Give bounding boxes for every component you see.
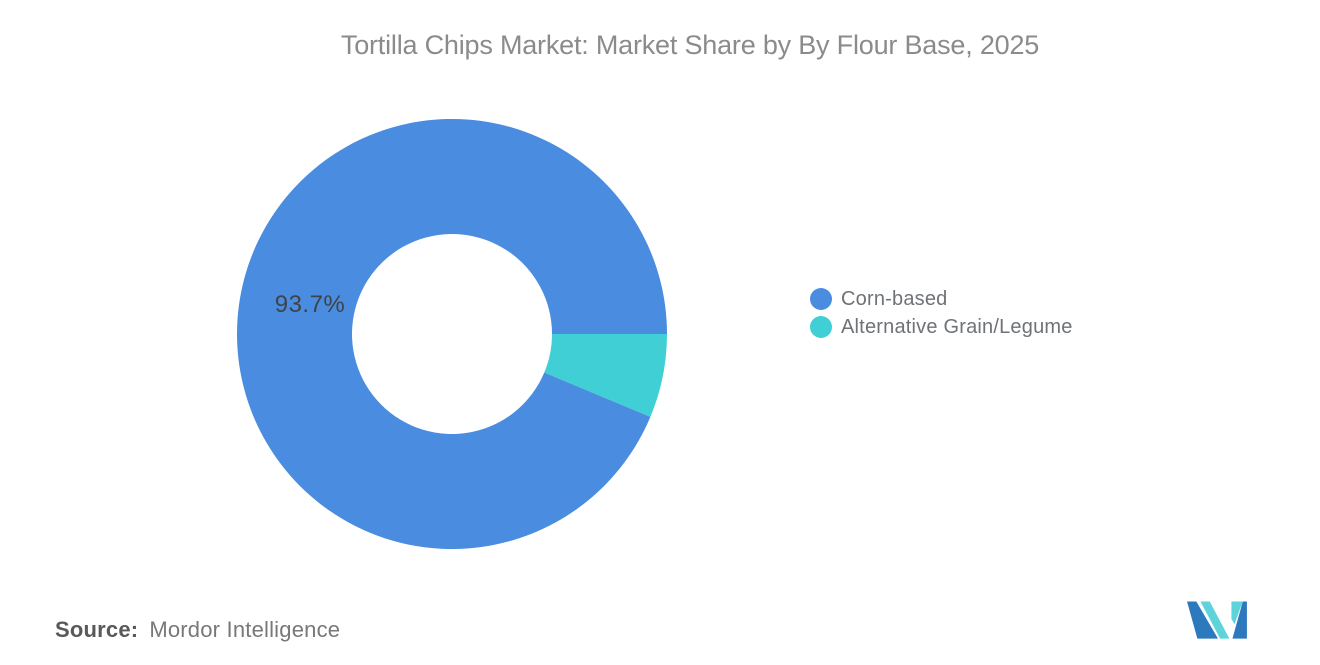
donut-chart	[237, 118, 667, 549]
logo-right-stroke	[1232, 601, 1247, 639]
logo-right-accent	[1231, 601, 1243, 625]
source-value: Mordor Intelligence	[149, 617, 341, 642]
legend-label-alternative-grain-legume: Alternative Grain/Legume	[841, 315, 1073, 338]
pie-slice-corn-based[interactable]	[237, 118, 667, 549]
mordor-intelligence-logo	[1187, 601, 1247, 639]
logo-left-accent	[1200, 601, 1230, 639]
pie-slice-alternative-grain-legume[interactable]	[544, 334, 667, 417]
legend-marker-alternative-grain-legume-icon	[810, 316, 832, 338]
legend-item-corn-based[interactable]: Corn-based	[810, 288, 1073, 310]
logo-left-stroke	[1187, 601, 1218, 639]
source-label: Source:	[55, 617, 139, 642]
legend-label-corn-based: Corn-based	[841, 287, 948, 310]
legend-item-alternative-grain-legume[interactable]: Alternative Grain/Legume	[810, 316, 1073, 338]
chart-legend: Corn-based Alternative Grain/Legume	[810, 288, 1073, 338]
source-line: Source: Mordor Intelligence	[55, 617, 340, 643]
slice-data-label: 93.7%	[274, 291, 346, 318]
legend-marker-corn-based-icon	[810, 288, 832, 310]
chart-title: Tortilla Chips Market: Market Share by B…	[340, 30, 1040, 60]
